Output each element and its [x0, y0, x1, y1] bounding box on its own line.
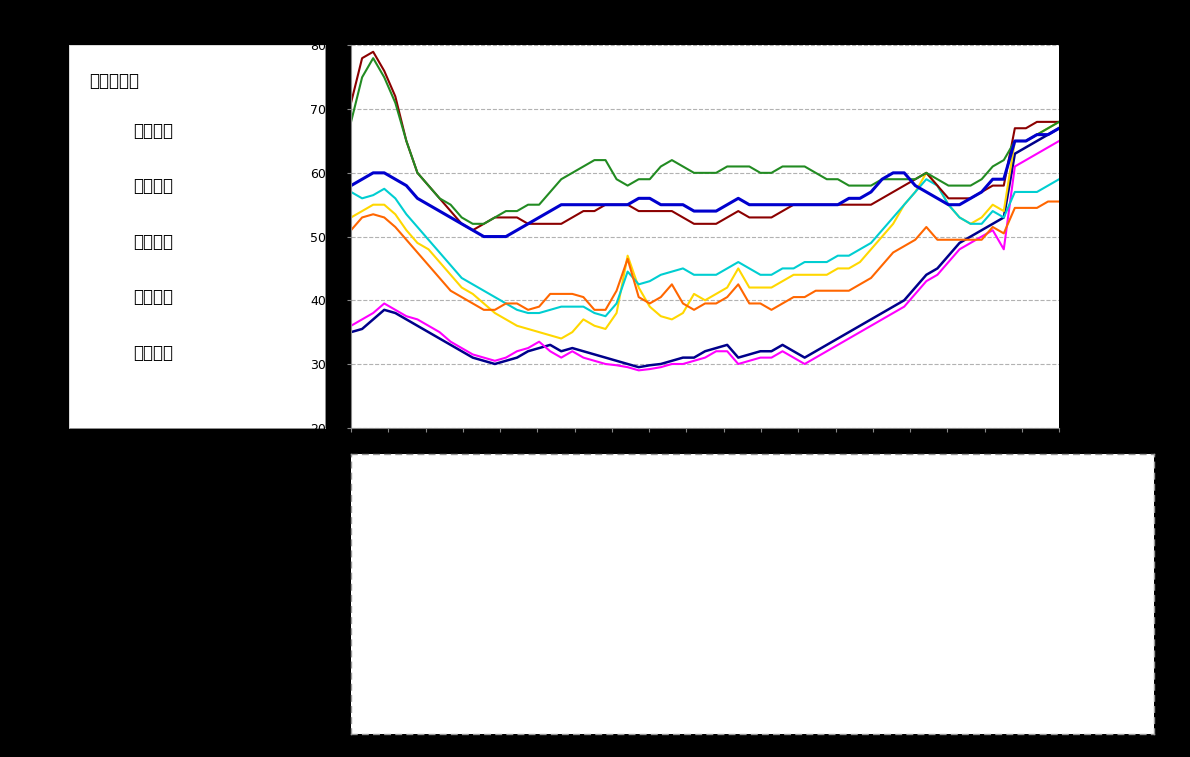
螺纹钓: [1029, 149, 1044, 158]
Text: 鞍钓新轧: 鞍钓新轧: [133, 232, 173, 251]
普线: [509, 353, 524, 362]
镇锌板: [344, 117, 358, 126]
冷轧薄板: [731, 207, 745, 216]
普线: [720, 341, 734, 350]
螺纹钓: [555, 353, 569, 362]
热轧薄板: [509, 305, 524, 314]
Line: 螺纹钓: 螺纹钓: [351, 141, 1059, 370]
热轧薄板: [1029, 188, 1044, 197]
Line: 冷轧薄板: 冷轧薄板: [351, 51, 1059, 230]
中厚板: [653, 312, 668, 321]
热轧卷板: [1041, 197, 1056, 206]
热轧卷板: [964, 235, 978, 245]
Text: 代表公司：: 代表公司：: [89, 72, 139, 90]
镇锌板: [532, 200, 546, 209]
镇锌板: [665, 156, 679, 165]
热轧薄板: [599, 312, 613, 321]
热轧薄板: [720, 264, 734, 273]
冷轧薄板: [665, 207, 679, 216]
Text: 武钓股份: 武钓股份: [133, 177, 173, 195]
中厚板: [344, 213, 358, 222]
Line: 中厚板: 中厚板: [351, 122, 1059, 338]
普线: [632, 363, 646, 372]
螺纹钓: [344, 321, 358, 330]
镇锌板: [975, 175, 989, 184]
热轧卷板: [720, 292, 734, 301]
Text: 济南钓鐵: 济南钓鐵: [133, 288, 173, 306]
螺纹钓: [720, 347, 734, 356]
螺纹钓: [632, 366, 646, 375]
螺纹钓: [1052, 136, 1066, 145]
热轧卷板: [653, 292, 668, 301]
中厚板: [1029, 130, 1044, 139]
普线: [964, 232, 978, 241]
中厚板: [555, 334, 569, 343]
镇锌板: [1052, 117, 1066, 126]
无缝管: [720, 200, 734, 209]
普线: [653, 360, 668, 369]
镇锌板: [576, 162, 590, 171]
普线: [344, 328, 358, 337]
镇锌板: [465, 220, 480, 229]
普线: [1029, 136, 1044, 145]
无缝管: [477, 232, 491, 241]
热轧薄板: [653, 270, 668, 279]
Line: 无缝管: 无缝管: [351, 128, 1059, 236]
冷轧薄板: [367, 47, 381, 56]
镇锌板: [1029, 130, 1044, 139]
镇锌板: [731, 162, 745, 171]
Line: 镇锌板: 镇锌板: [351, 58, 1059, 224]
热轧卷板: [1019, 204, 1033, 213]
Line: 普线: 普线: [351, 128, 1059, 367]
热轧薄板: [1052, 175, 1066, 184]
螺纹钓: [964, 238, 978, 248]
普线: [555, 347, 569, 356]
热轧卷板: [1052, 197, 1066, 206]
镇锌板: [367, 54, 381, 63]
热轧薄板: [975, 220, 989, 229]
冷轧薄板: [344, 98, 358, 107]
Text: 宝钓股份: 宝钓股份: [133, 122, 173, 140]
中厚板: [565, 328, 580, 337]
普线: [1052, 123, 1066, 132]
Text: 太钓不锈: 太钓不锈: [133, 344, 173, 362]
热轧薄板: [919, 175, 933, 184]
无缝管: [653, 200, 668, 209]
无缝管: [964, 194, 978, 203]
螺纹钓: [653, 363, 668, 372]
冷轧薄板: [465, 226, 480, 235]
热轧卷板: [477, 305, 491, 314]
螺纹钓: [509, 347, 524, 356]
冷轧薄板: [1029, 117, 1044, 126]
中厚板: [720, 283, 734, 292]
Line: 热轧卷板: 热轧卷板: [351, 201, 1059, 310]
无缝管: [1052, 123, 1066, 132]
中厚板: [1052, 117, 1066, 126]
Line: 热轧薄板: 热轧薄板: [351, 179, 1059, 316]
冷轧薄板: [1052, 117, 1066, 126]
无缝管: [521, 220, 536, 229]
冷轧薄板: [532, 220, 546, 229]
热轧薄板: [344, 188, 358, 197]
热轧卷板: [521, 305, 536, 314]
冷轧薄板: [576, 207, 590, 216]
无缝管: [344, 181, 358, 190]
冷轧薄板: [975, 188, 989, 197]
无缝管: [565, 200, 580, 209]
无缝管: [1029, 130, 1044, 139]
中厚板: [964, 220, 978, 229]
热轧卷板: [344, 226, 358, 235]
热轧卷板: [565, 289, 580, 298]
热轧薄板: [555, 302, 569, 311]
中厚板: [509, 321, 524, 330]
